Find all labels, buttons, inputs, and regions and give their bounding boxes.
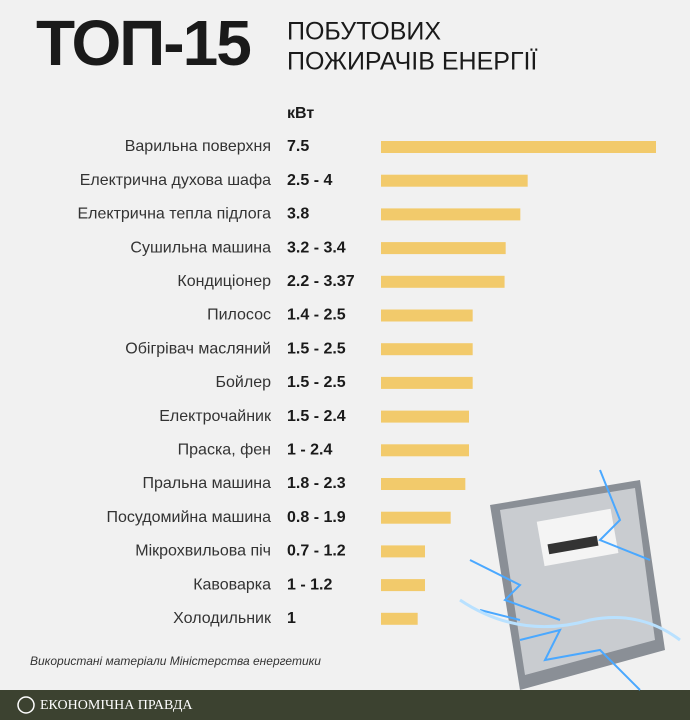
bar [381,174,528,187]
category-label: Бойлер [216,374,272,391]
category-label: Пральна машина [142,475,271,492]
category-label: Електрична тепла підлога [77,206,271,223]
bar [381,376,473,389]
bar [381,275,505,288]
category-label: Праска, фен [178,442,271,459]
value-label: 0.7 - 1.2 [287,543,346,560]
value-label: 1 - 2.4 [287,442,332,459]
subtitle: ПОБУТОВИХ [287,18,441,46]
footer-bar [0,690,690,720]
category-label: Сушильна машина [130,239,271,256]
source-note: Використані матеріали Міністерства енерг… [30,654,321,668]
value-label: 0.8 - 1.9 [287,509,346,526]
category-label: Варильна поверхня [125,138,271,155]
bar [381,545,425,558]
value-label: 1.5 - 2.5 [287,340,346,357]
category-label: Кавоварка [193,576,271,593]
category-label: Холодильник [173,610,272,627]
value-label: 2.5 - 4 [287,172,332,189]
bar [381,410,469,423]
category-label: Електрочайник [159,408,272,425]
category-label: Пилосос [207,307,271,324]
bar [381,612,418,625]
meter-illustration [459,469,681,691]
value-label: 3.8 [287,206,309,223]
value-label: 7.5 [287,138,309,155]
bar [381,478,466,490]
category-label: Електрична духова шафа [80,172,271,189]
category-label: Обігрівач масляний [125,340,271,357]
category-label: Посудомийна машина [106,509,271,526]
value-label: 1.5 - 2.5 [287,374,346,391]
subtitle: ПОЖИРАЧІВ ЕНЕРГІЇ [287,48,537,76]
bar [381,579,425,592]
bar [381,343,473,356]
bar [381,208,521,221]
value-label: 3.2 - 3.4 [287,239,346,256]
chart-title: ТОП-15 [36,7,250,79]
bar [381,309,473,322]
value-label: 2.2 - 3.37 [287,273,355,290]
value-label: 1.4 - 2.5 [287,307,346,324]
bar [381,141,656,153]
footer-logo [17,696,35,714]
bar [381,444,469,457]
unit-label: кВт [287,105,314,122]
category-label: Кондиціонер [177,273,271,290]
bar [381,242,506,255]
value-label: 1.5 - 2.4 [287,408,346,425]
value-label: 1.8 - 2.3 [287,475,346,492]
bar [381,511,451,524]
category-label: Мікрохвильова піч [135,543,271,560]
value-label: 1 [287,610,296,627]
footer-brand: ЕКОНОМІЧНА ПРАВДА [40,698,193,713]
value-label: 1 - 1.2 [287,576,332,593]
